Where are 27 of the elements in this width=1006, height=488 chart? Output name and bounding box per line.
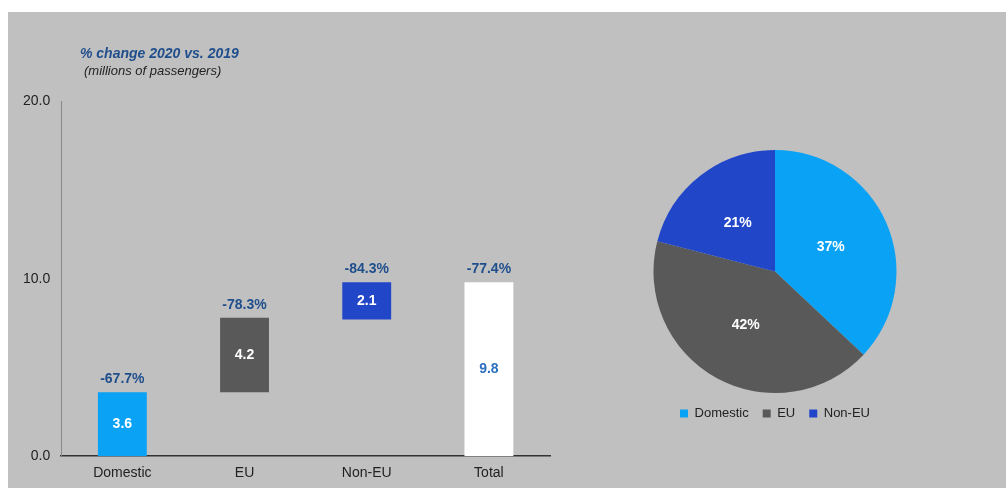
data-label: 4.2	[234, 345, 255, 362]
annotation: -77.4%	[466, 260, 512, 277]
data-label: 9.8	[479, 360, 499, 377]
data-label: 2.1	[356, 291, 377, 308]
data-label: 37%	[816, 238, 846, 255]
data-label: 3.6	[112, 415, 133, 432]
annotation: -67.7%	[100, 370, 146, 387]
bar	[342, 282, 392, 320]
data-label: 21%	[723, 214, 753, 231]
bar	[464, 282, 514, 457]
legend-label: Domestic	[694, 405, 750, 421]
y-tick-label: 20.0	[23, 92, 51, 109]
x-tick-label: EU	[234, 464, 255, 481]
legend-label: Non-EU	[823, 405, 870, 421]
chart-title: % change 2020 vs. 2019	[80, 45, 239, 61]
bar	[97, 392, 147, 457]
x-tick-label: Domestic	[93, 464, 152, 481]
y-tick-label: 10.0	[23, 269, 51, 286]
x-tick-label: Total	[474, 464, 504, 481]
bar	[220, 317, 269, 393]
x-tick-label: Non-EU	[341, 464, 392, 481]
chart-subtitle: (millions of passengers)	[84, 63, 222, 78]
annotation: -78.3%	[222, 295, 268, 312]
legend-label: EU	[777, 405, 796, 421]
annotation: -84.3%	[344, 260, 390, 277]
y-tick-label: 0.0	[30, 447, 51, 464]
data-label: 42%	[731, 315, 761, 332]
